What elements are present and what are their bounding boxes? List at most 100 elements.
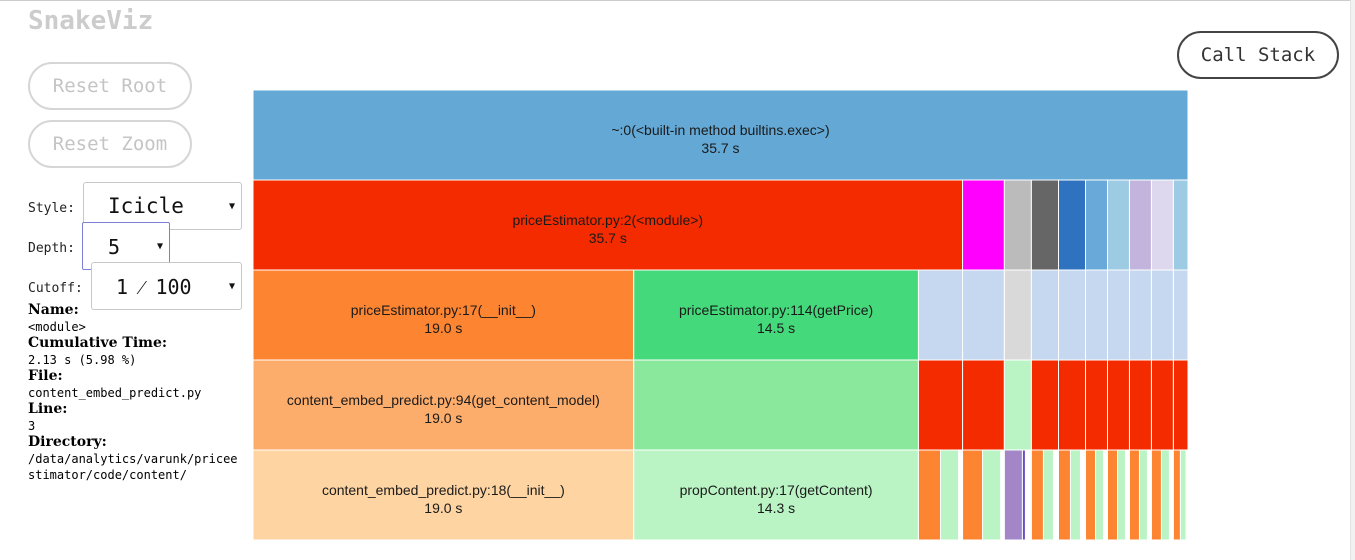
icicle-cell[interactable] [1095,449,1104,540]
icicle-cell-rect[interactable] [253,269,635,361]
icicle-cell-rect[interactable] [1085,449,1097,540]
icicle-cell[interactable] [1117,449,1126,540]
icicle-cell-rect[interactable] [1030,269,1060,361]
icicle-cell[interactable] [1021,449,1026,540]
icicle-cell-rect[interactable] [1030,449,1044,540]
icicle-cell-propcontent-getcontent[interactable]: propContent.py:17(getContent) 14.3 s [633,449,919,540]
cutoff-select[interactable]: 1 ⁄ 100 ▼ [91,262,242,310]
icicle-cell[interactable] [1069,449,1081,540]
icicle-cell[interactable] [1128,269,1152,361]
icicle-cell[interactable] [1058,179,1087,271]
icicle-cell[interactable] [962,179,1005,271]
icicle-cell[interactable] [917,449,942,540]
icicle-cell[interactable] [1128,449,1140,540]
icicle-cell[interactable] [1085,449,1097,540]
icicle-cell[interactable] [1160,449,1170,540]
icicle-cell-rect[interactable] [962,449,984,540]
scrollbar[interactable] [1350,0,1355,560]
icicle-cell-rect[interactable] [1069,449,1081,540]
icicle-cell-rect[interactable] [1128,449,1140,540]
icicle-cell[interactable] [1030,449,1044,540]
icicle-cell-content-embed-init[interactable]: content_embed_predict.py:18(__init__) 19.… [253,449,635,540]
icicle-cell[interactable] [1085,269,1108,361]
icicle-cell-rect[interactable] [1172,449,1181,540]
icicle-cell-rect[interactable] [1106,179,1130,271]
icicle-cell[interactable] [1150,269,1174,361]
icicle-cell[interactable] [1172,179,1188,271]
icicle-cell[interactable] [1003,269,1032,361]
icicle-cell-rect[interactable] [1128,179,1152,271]
icicle-cell[interactable] [1150,179,1174,271]
icicle-cell[interactable] [1085,179,1108,271]
icicle-cell[interactable] [1150,359,1174,451]
icicle-cell-rect[interactable] [1058,449,1071,540]
icicle-cell-rect[interactable] [253,449,635,540]
icicle-cell[interactable] [1106,179,1130,271]
icicle-cell[interactable] [1030,179,1060,271]
icicle-cell-rect[interactable] [1150,449,1162,540]
reset-zoom-button[interactable]: Reset Zoom [28,120,192,168]
icicle-cell-rect[interactable] [982,449,1002,540]
icicle-cell[interactable] [1172,269,1188,361]
icicle-cell-rect[interactable] [1095,449,1104,540]
icicle-cell[interactable] [982,449,1002,540]
icicle-cell-rect[interactable] [962,359,1005,451]
icicle-cell-rect[interactable] [1172,179,1188,271]
icicle-cell[interactable] [1030,359,1060,451]
icicle-cell-rect[interactable] [1150,269,1174,361]
icicle-cell-rect[interactable] [940,449,960,540]
icicle-cell-rect[interactable] [1106,449,1119,540]
icicle-cell-rect[interactable] [1058,269,1087,361]
icicle-cell[interactable] [917,359,964,451]
icicle-cell-rect[interactable] [1058,179,1087,271]
icicle-chart[interactable]: ~:0(<built-in method builtins.exec>) 35.7… [253,90,1188,540]
call-stack-button[interactable]: Call Stack [1177,31,1339,79]
icicle-cell[interactable] [1172,359,1188,451]
icicle-cell-rect[interactable] [917,269,964,361]
icicle-cell-rect[interactable] [1085,359,1108,451]
icicle-cell[interactable] [1030,269,1060,361]
icicle-cell[interactable] [1172,449,1181,540]
icicle-cell[interactable] [962,449,984,540]
icicle-cell-rect[interactable] [1150,359,1174,451]
icicle-cell[interactable] [962,269,1005,361]
icicle-cell[interactable] [1058,359,1087,451]
icicle-cell-rect[interactable] [1172,359,1188,451]
icicle-cell-rect[interactable] [1117,449,1126,540]
icicle-cell-rect[interactable] [1058,359,1087,451]
icicle-cell-rect[interactable] [1106,269,1130,361]
icicle-cell[interactable] [1128,359,1152,451]
icicle-cell-rect[interactable] [962,179,1005,271]
icicle-cell-get-content-model[interactable]: content_embed_predict.py:94(get_content_… [253,359,635,451]
icicle-cell-priceestimator-getprice[interactable]: priceEstimator.py:114(getPrice) 14.5 s [633,269,919,361]
icicle-cell-rect[interactable] [1128,359,1152,451]
icicle-cell[interactable] [1179,449,1187,540]
icicle-cell-rect[interactable] [1085,269,1108,361]
icicle-cell-rect[interactable] [1003,269,1032,361]
icicle-cell[interactable] [1003,179,1032,271]
icicle-cell[interactable] [1058,449,1071,540]
icicle-cell[interactable] [1138,449,1148,540]
icicle-cell[interactable] [1128,179,1152,271]
icicle-cell-rect[interactable] [962,269,1005,361]
icicle-cell[interactable] [1106,269,1130,361]
icicle-cell-rect[interactable] [633,359,919,451]
icicle-cell[interactable] [1042,449,1054,540]
icicle-cell-rect[interactable] [1128,269,1152,361]
icicle-cell[interactable] [1003,449,1023,540]
icicle-cell-rect[interactable] [1106,359,1130,451]
icicle-cell[interactable] [962,359,1005,451]
icicle-cell-rect[interactable] [917,449,942,540]
icicle-cell[interactable] [1106,449,1119,540]
icicle-cell-rect[interactable] [1021,449,1026,540]
icicle-cell-rect[interactable] [1085,179,1108,271]
icicle-cell-rect[interactable] [1160,449,1170,540]
icicle-cell-rect[interactable] [1030,359,1060,451]
icicle-cell-rect[interactable] [1172,269,1188,361]
icicle-cell-rect[interactable] [1003,179,1032,271]
icicle-cell-rect[interactable] [1030,179,1060,271]
icicle-cell-rect[interactable] [1042,449,1054,540]
icicle-cell[interactable] [1085,359,1108,451]
icicle-cell-rect[interactable] [1003,449,1023,540]
icicle-cell[interactable] [1106,359,1130,451]
